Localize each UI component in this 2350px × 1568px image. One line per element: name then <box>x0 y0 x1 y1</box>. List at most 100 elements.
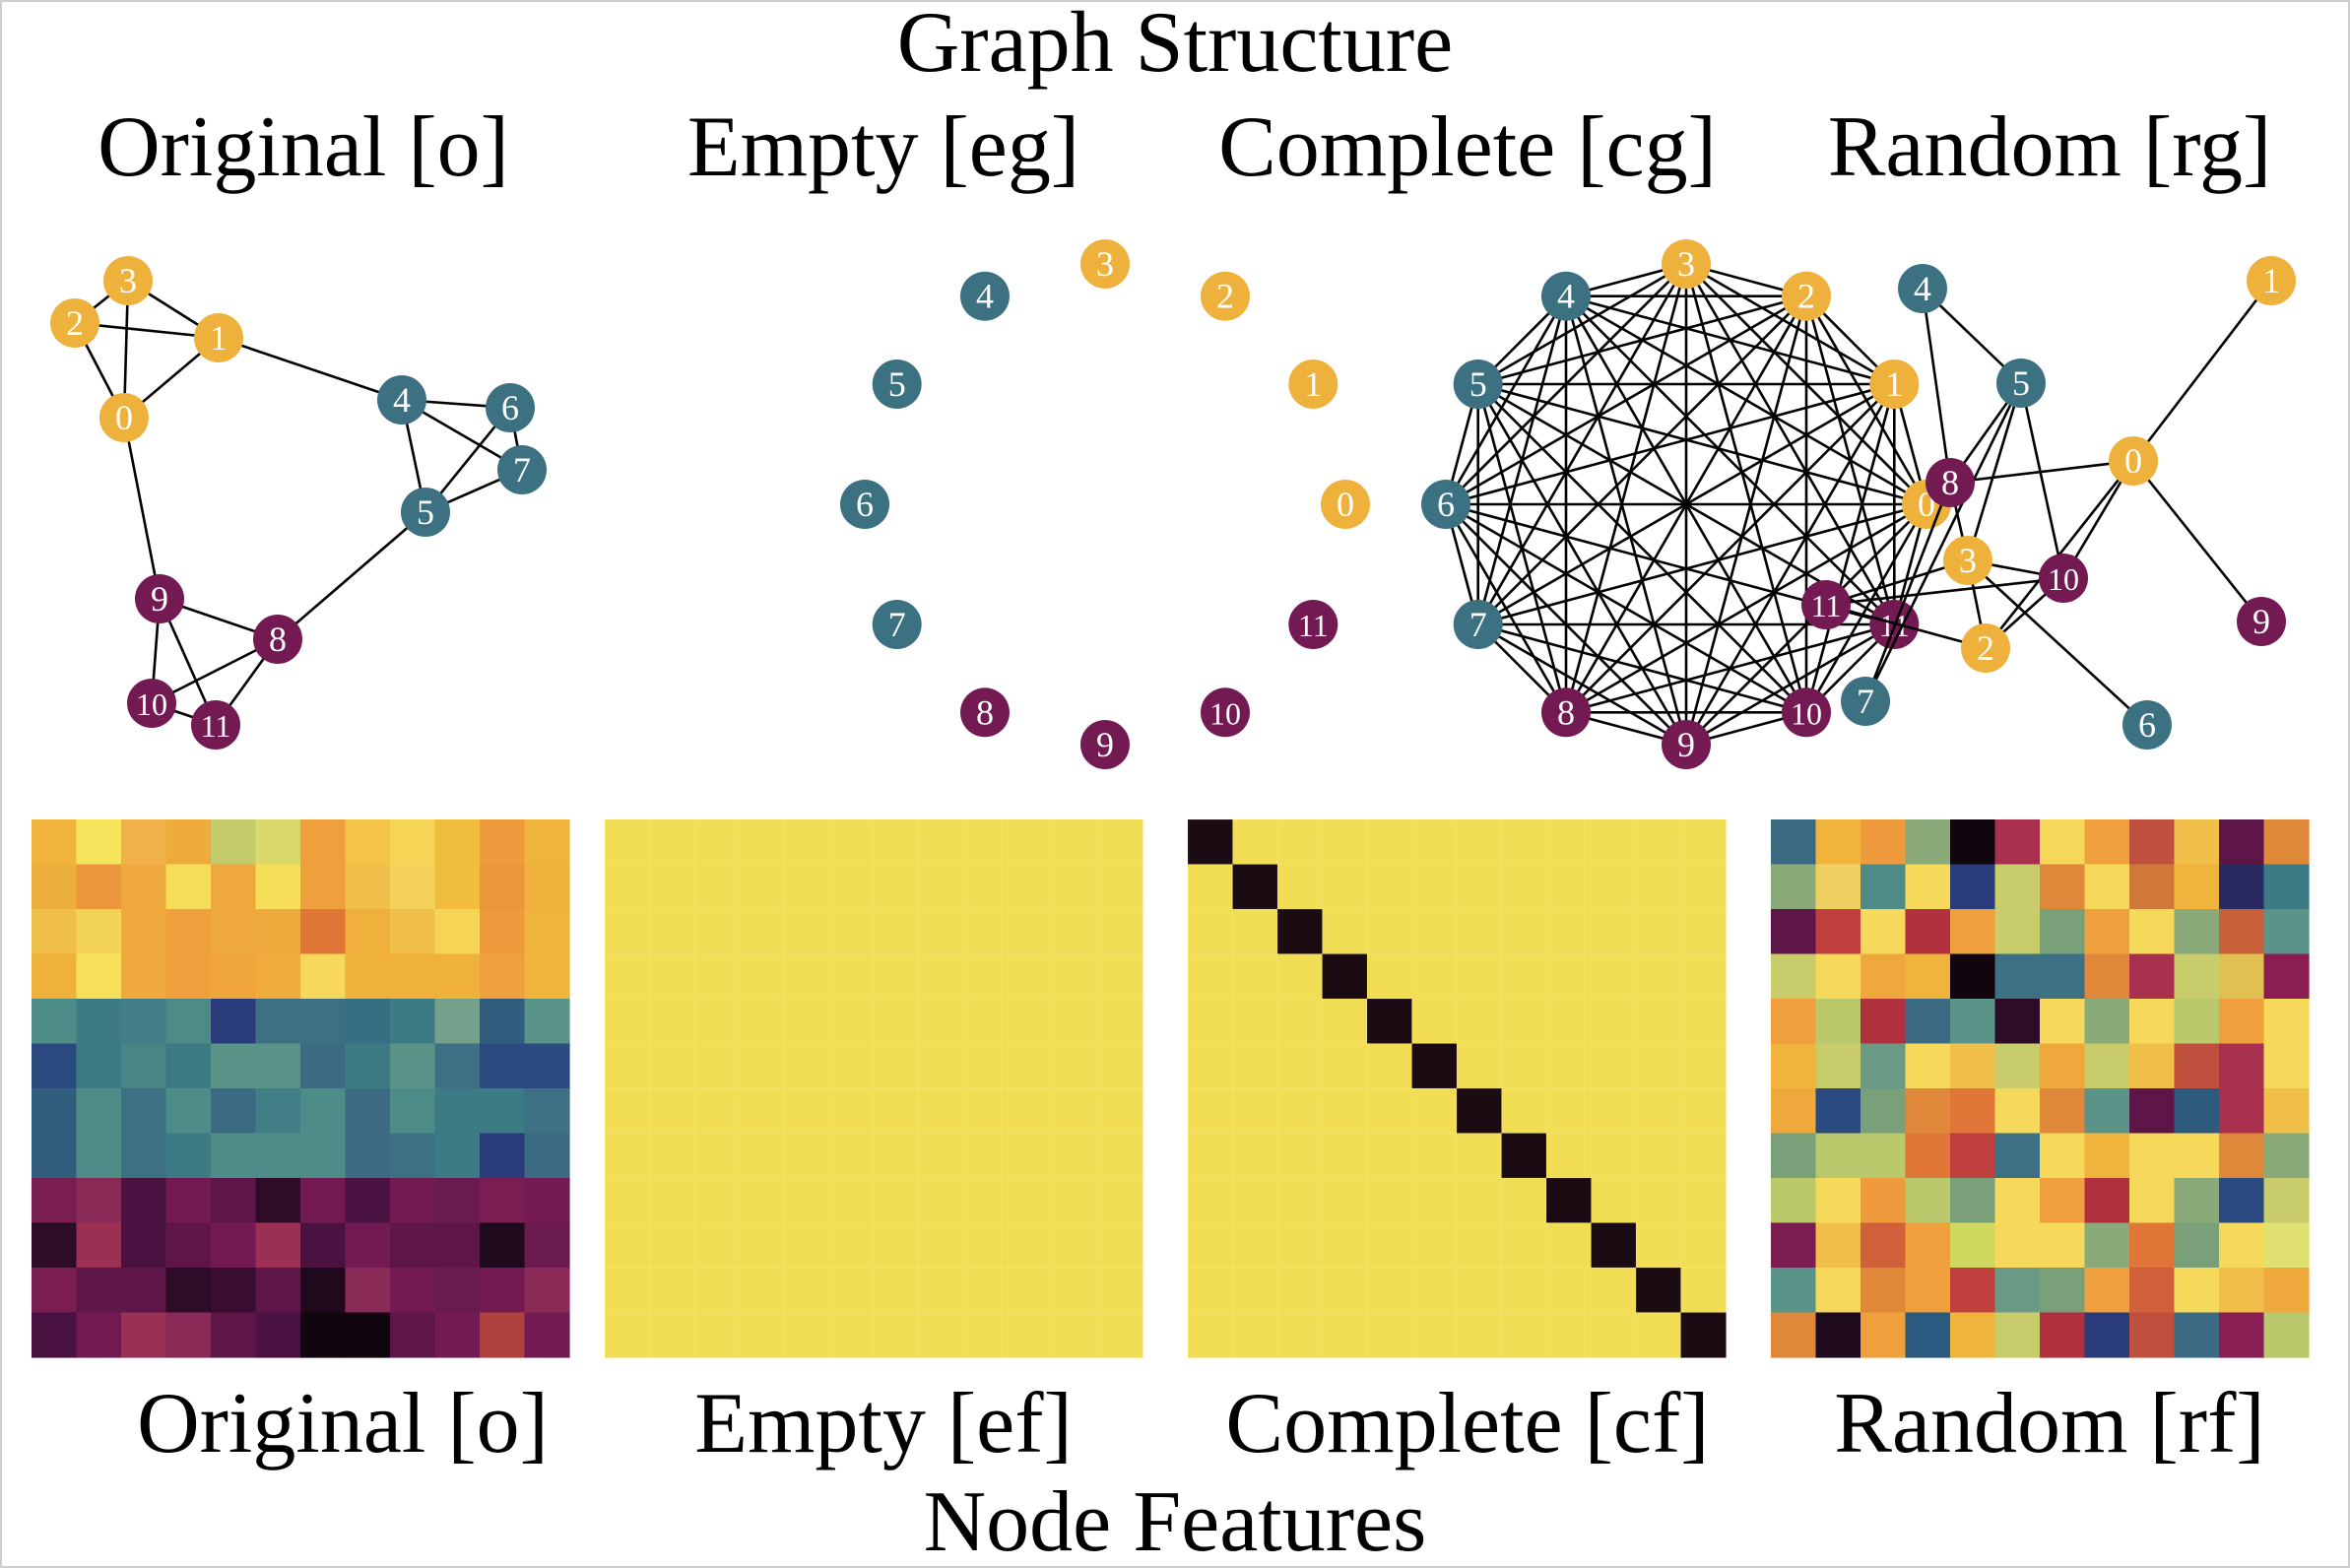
feature-cell <box>1815 1312 1861 1358</box>
graph-node <box>960 271 1010 321</box>
feature-cell <box>1411 864 1459 911</box>
feature-cell <box>1097 908 1144 955</box>
feature-cell <box>390 819 436 866</box>
feature-cell <box>32 864 78 910</box>
graph-node <box>50 298 99 348</box>
feature-cell <box>345 999 391 1045</box>
feature-cell <box>1994 1268 2041 1314</box>
feature-cell <box>1591 1177 1638 1224</box>
feature-cell <box>1276 953 1324 1001</box>
feature-cell <box>918 1087 965 1135</box>
graph-node <box>1541 271 1591 321</box>
graph-node-label: 6 <box>1437 485 1455 524</box>
graph-node-label: 0 <box>1337 485 1354 524</box>
feature-cell <box>1680 1177 1728 1224</box>
feature-cell <box>1187 818 1234 866</box>
feature-cell <box>2174 1268 2220 1314</box>
feature-cell <box>1501 1267 1548 1314</box>
feature-cell <box>1411 908 1459 955</box>
feature-cell <box>1366 1267 1413 1314</box>
feature-cell <box>480 1222 526 1269</box>
feature-cell <box>2040 864 2086 910</box>
feature-cell <box>649 1267 696 1314</box>
feature-cell <box>390 1268 436 1314</box>
feature-cell <box>2174 1178 2220 1224</box>
graph-node <box>1321 480 1370 529</box>
feature-cell <box>693 1222 741 1270</box>
graph-node-label: 7 <box>1857 682 1874 721</box>
graph-edge <box>1444 503 1568 713</box>
graph-node-label: 9 <box>1096 725 1114 764</box>
graph-node-label: 9 <box>151 579 168 619</box>
feature-cell <box>649 818 696 866</box>
feature-cell <box>255 1043 301 1089</box>
feature-cell <box>739 1312 786 1359</box>
feature-cell <box>783 908 830 955</box>
feature-cell <box>1366 1312 1413 1359</box>
feature-cell <box>2084 1133 2130 1179</box>
feature-cell <box>693 864 741 911</box>
feature-cell <box>1008 1087 1055 1135</box>
feature-cell <box>873 864 920 911</box>
feature-cell <box>828 1312 876 1359</box>
features-original-matrix <box>32 819 570 1358</box>
feature-cell <box>873 1133 920 1180</box>
feature-cell <box>1591 1043 1638 1090</box>
feature-cell <box>1187 1267 1234 1314</box>
feature-cell <box>1322 998 1369 1045</box>
feature-cell <box>2219 1178 2265 1224</box>
graph-edge <box>1477 382 1927 506</box>
feature-cell <box>1860 1268 1907 1314</box>
feature-cell <box>1456 998 1503 1045</box>
feature-cell <box>32 999 78 1045</box>
feature-cell <box>434 1178 481 1224</box>
feature-cell <box>2263 999 2310 1045</box>
feature-cell <box>1322 1222 1369 1270</box>
feature-cell <box>1008 953 1055 1001</box>
feature-cell <box>165 1043 212 1089</box>
feature-cell <box>783 1177 830 1224</box>
feature-cell <box>211 999 257 1045</box>
feature-cell <box>211 1133 257 1179</box>
feature-cell <box>32 953 78 1000</box>
feature-cell <box>2084 864 2130 910</box>
graph-node <box>99 393 149 442</box>
feature-cell <box>165 1268 212 1314</box>
graph-node <box>840 480 889 529</box>
feature-cell <box>76 909 122 955</box>
feature-cell <box>1635 1222 1682 1270</box>
feature-cell <box>1366 818 1413 866</box>
feature-cell <box>434 1312 481 1358</box>
graph-node <box>2039 554 2088 603</box>
feature-cell <box>1860 864 1907 910</box>
feature-cell <box>1950 1268 1996 1314</box>
feature-cell <box>1994 1043 2041 1089</box>
feature-cell <box>1815 999 1861 1045</box>
feature-cell <box>2174 909 2220 955</box>
feature-cell <box>2129 864 2176 910</box>
feature-cell <box>739 1177 786 1224</box>
feature-cell <box>1680 1043 1728 1090</box>
feature-cell <box>1276 908 1324 955</box>
feature-cell <box>1322 1177 1369 1224</box>
feature-cell <box>2084 1043 2130 1089</box>
feature-cell <box>121 1178 167 1224</box>
feature-cell <box>2084 1088 2130 1135</box>
feature-cell <box>1545 953 1593 1001</box>
feature-cell <box>1501 1133 1548 1180</box>
feature-cell <box>76 1178 122 1224</box>
feature-cell <box>693 1087 741 1135</box>
feature-cell <box>1545 1133 1593 1180</box>
feature-cell <box>2263 909 2310 955</box>
feature-cell <box>693 1267 741 1314</box>
feature-cell <box>1545 1043 1593 1090</box>
feature-cell <box>1187 998 1234 1045</box>
feature-cell <box>1232 1312 1279 1359</box>
feature-cell <box>1905 953 1951 1000</box>
feature-cell <box>1545 864 1593 911</box>
feature-cell <box>1232 1087 1279 1135</box>
feature-cell <box>962 953 1010 1001</box>
feature-cell <box>165 1222 212 1269</box>
feature-cell <box>255 1133 301 1179</box>
